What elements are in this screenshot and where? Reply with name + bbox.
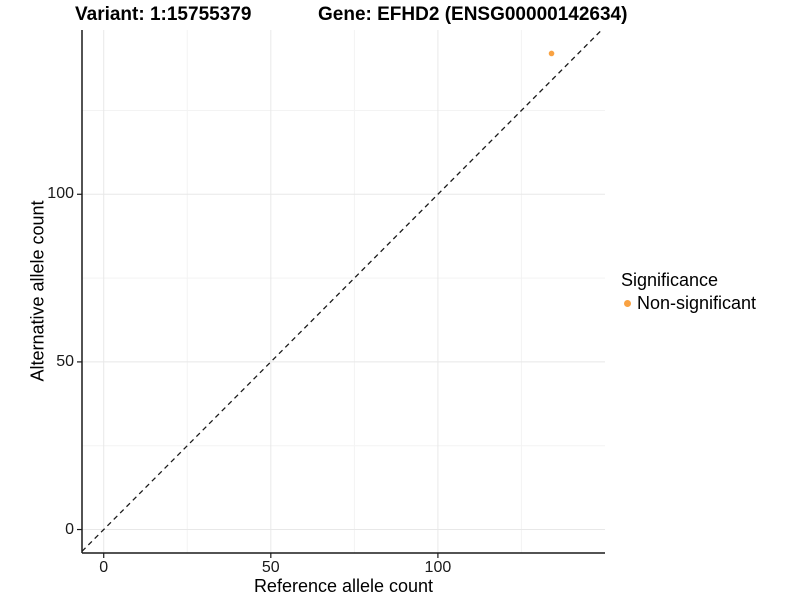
x-tick-label-100: 100 <box>424 559 452 576</box>
plot-panel <box>77 29 605 558</box>
x-tick-label-0: 0 <box>99 559 109 576</box>
legend: Significance Non-significant <box>621 269 756 314</box>
legend-point-icon <box>624 299 631 307</box>
y-tick-label-100: 100 <box>47 185 74 203</box>
legend-item-label: Non-significant <box>637 293 757 313</box>
legend-item: Non-significant <box>621 292 756 314</box>
legend-title: Significance <box>621 270 719 290</box>
plot-title: Variant: 1:15755379 Gene: EFHD2 (ENSG000… <box>0 4 800 28</box>
y-tick-label-0: 0 <box>65 520 74 538</box>
legend-items: Non-significant <box>621 292 756 314</box>
variant-title: Variant: 1:15755379 <box>75 4 252 25</box>
x-axis-label: Reference allele count <box>253 576 434 596</box>
x-tick-label-50: 50 <box>261 559 280 576</box>
data-point <box>548 50 555 57</box>
gene-title: Gene: EFHD2 (ENSG00000142634) <box>318 4 628 25</box>
y-tick-label-50: 50 <box>56 352 74 370</box>
identity-reference-line <box>81 29 603 552</box>
